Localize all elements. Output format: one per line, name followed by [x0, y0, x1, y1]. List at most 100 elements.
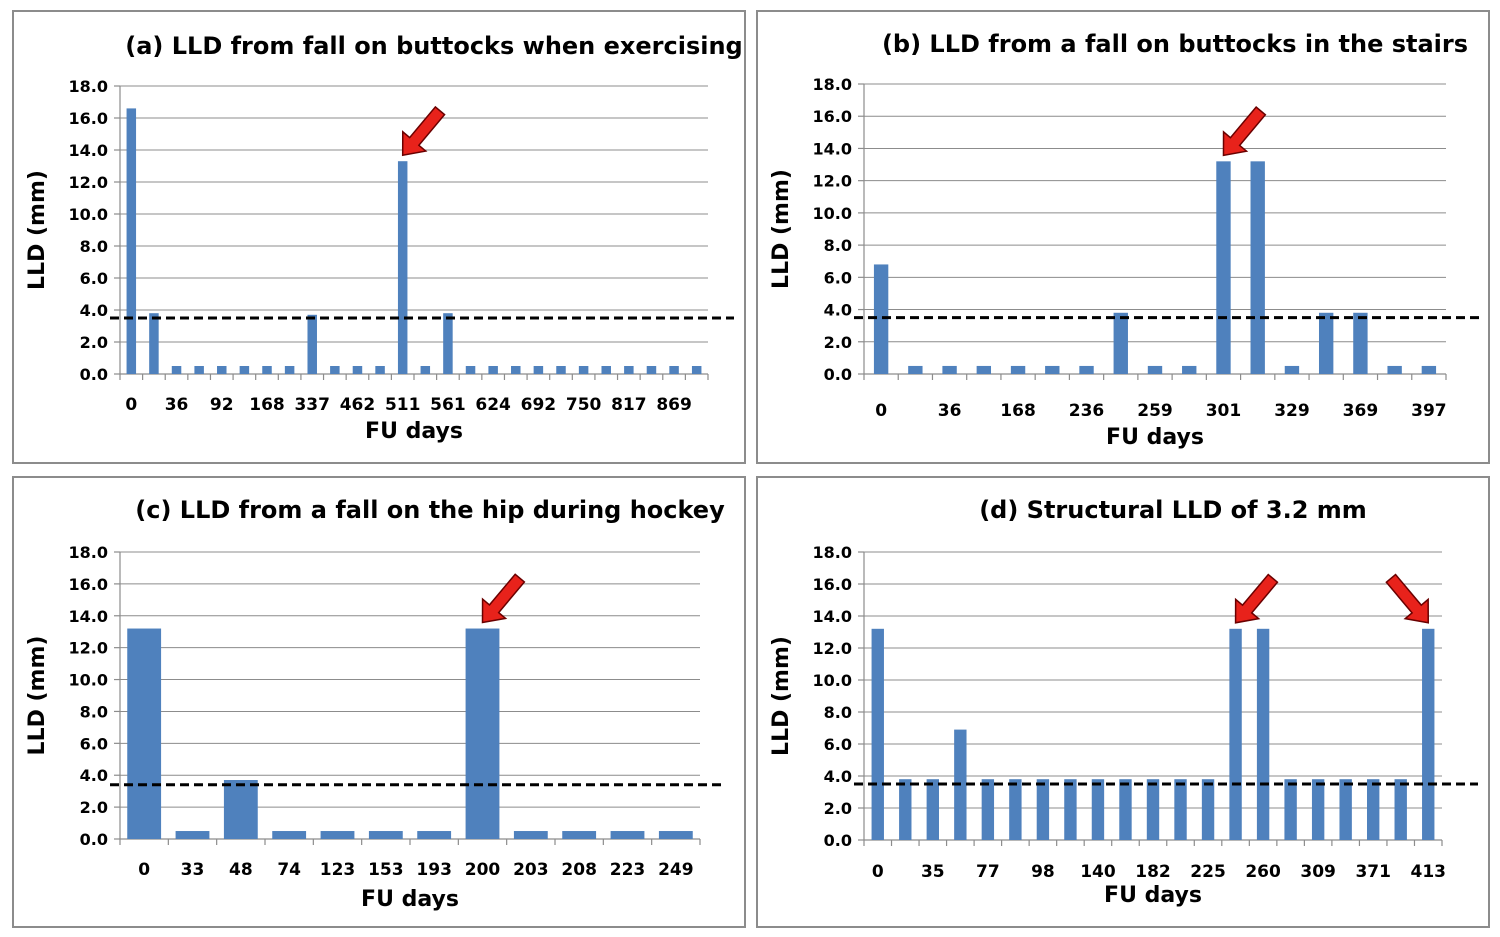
x-tick-label: 123: [320, 860, 356, 880]
y-tick-label: 16.0: [69, 109, 108, 128]
x-tick-label: 182: [1135, 862, 1171, 882]
bar: [194, 366, 204, 374]
arrow-icon: [1222, 105, 1267, 157]
y-tick-label: 4.0: [80, 766, 108, 785]
arrow-shape: [401, 105, 446, 157]
chart-b-svg: (b) LLD from a fall on buttocks in the s…: [769, 30, 1482, 450]
bar: [908, 365, 923, 374]
y-tick-label: 6.0: [80, 734, 108, 753]
bar: [669, 366, 679, 374]
y-tick-label: 4.0: [824, 767, 852, 786]
arrow-shape: [1222, 105, 1267, 157]
y-tick-label: 2.0: [824, 799, 852, 818]
chart-panel-d: (d) Structural LLD of 3.2 mm 0.0 2.0 4.0 6.0…: [756, 476, 1490, 928]
y-tick-label: 12.0: [69, 173, 108, 192]
x-tick-label: 153: [368, 860, 404, 880]
bar: [1311, 779, 1325, 840]
bar: [981, 779, 995, 840]
y-tick-label: 10.0: [813, 671, 852, 690]
x-tick-label: 692: [521, 395, 557, 415]
x-tick-label: 0: [872, 862, 884, 882]
x-tick-label: 223: [610, 860, 646, 880]
x-tick-label: 203: [513, 860, 549, 880]
bar: [307, 314, 317, 374]
x-tick-label: 413: [1410, 862, 1446, 882]
bar: [1421, 365, 1437, 374]
bar: [1079, 365, 1094, 374]
bar: [465, 628, 500, 839]
y-axis-label: LLD (mm): [25, 170, 50, 290]
bar: [1256, 628, 1270, 840]
bar: [873, 264, 889, 374]
bar: [871, 628, 884, 840]
bar: [1009, 779, 1022, 840]
bar: [1064, 779, 1077, 840]
x-tick-label: 371: [1355, 862, 1391, 882]
bar: [691, 366, 702, 374]
y-axis-label: LLD (mm): [25, 636, 50, 756]
y-tick-label: 8.0: [80, 702, 108, 721]
bar: [262, 366, 272, 374]
bar: [330, 366, 340, 374]
bar: [488, 366, 498, 374]
bar: [320, 831, 355, 839]
chart-title: (d) Structural LLD of 3.2 mm: [979, 496, 1367, 524]
chart-title: (c) LLD from a fall on the hip during ho…: [135, 496, 725, 524]
bar: [899, 779, 912, 840]
x-tick-label: 236: [1069, 401, 1105, 421]
x-tick-label: 750: [566, 395, 602, 415]
bar: [127, 628, 162, 839]
y-tick-label: 14.0: [813, 607, 852, 626]
chart-panel-b: (b) LLD from a fall on buttocks in the s…: [756, 10, 1490, 464]
bar: [1353, 312, 1368, 374]
bar: [578, 366, 589, 374]
bar: [239, 366, 250, 374]
chart-c-svg: (c) LLD from a fall on the hip during ho…: [25, 496, 726, 912]
bar: [1339, 779, 1352, 840]
arrow-shape: [1385, 573, 1429, 624]
bar: [601, 366, 611, 374]
x-tick-label: 260: [1245, 862, 1281, 882]
chart-d-svg: (d) Structural LLD of 3.2 mm 0.0 2.0 4.0 6.0…: [769, 496, 1478, 908]
chart-title: (b) LLD from a fall on buttocks in the s…: [882, 30, 1468, 58]
bar: [417, 831, 452, 839]
bar: [1394, 779, 1407, 840]
bar: [272, 831, 307, 839]
chart-panel-c: (c) LLD from a fall on the hip during ho…: [12, 476, 746, 928]
x-tick-label: 35: [921, 862, 945, 882]
x-axis-label: FU days: [365, 419, 463, 444]
x-tick-label: 511: [385, 395, 421, 415]
chart-panel-a: (a) LLD from fall on buttocks when exerc…: [12, 10, 746, 464]
bar: [533, 366, 544, 374]
y-tick-label: 4.0: [824, 301, 852, 320]
bar: [223, 780, 258, 839]
arrow-shape: [481, 573, 526, 624]
bar: [171, 366, 182, 374]
arrow-icon: [1234, 573, 1279, 624]
y-tick-label: 8.0: [824, 236, 852, 255]
y-tick-label: 12.0: [813, 172, 852, 191]
y-tick-label: 0.0: [824, 365, 852, 384]
x-tick-label: 369: [1343, 401, 1379, 421]
y-tick-label: 8.0: [824, 703, 852, 722]
bar: [1174, 779, 1187, 840]
y-tick-label: 14.0: [69, 141, 108, 160]
x-tick-label: 817: [611, 395, 647, 415]
arrow-shape: [1234, 573, 1279, 624]
bar: [1284, 365, 1300, 374]
y-tick-label: 18.0: [813, 75, 852, 94]
y-tick-label: 12.0: [813, 639, 852, 658]
bar: [1147, 365, 1163, 374]
y-tick-label: 4.0: [80, 301, 108, 320]
bar: [1045, 365, 1060, 374]
x-tick-label: 193: [416, 860, 452, 880]
bar: [511, 366, 521, 374]
x-tick-label: 98: [1031, 862, 1055, 882]
x-tick-label: 168: [1000, 401, 1036, 421]
x-tick-label: 36: [165, 395, 189, 415]
x-tick-label: 208: [561, 860, 597, 880]
bar: [513, 831, 548, 839]
bar: [1201, 779, 1215, 840]
bar: [1216, 161, 1231, 374]
bar: [610, 831, 645, 839]
